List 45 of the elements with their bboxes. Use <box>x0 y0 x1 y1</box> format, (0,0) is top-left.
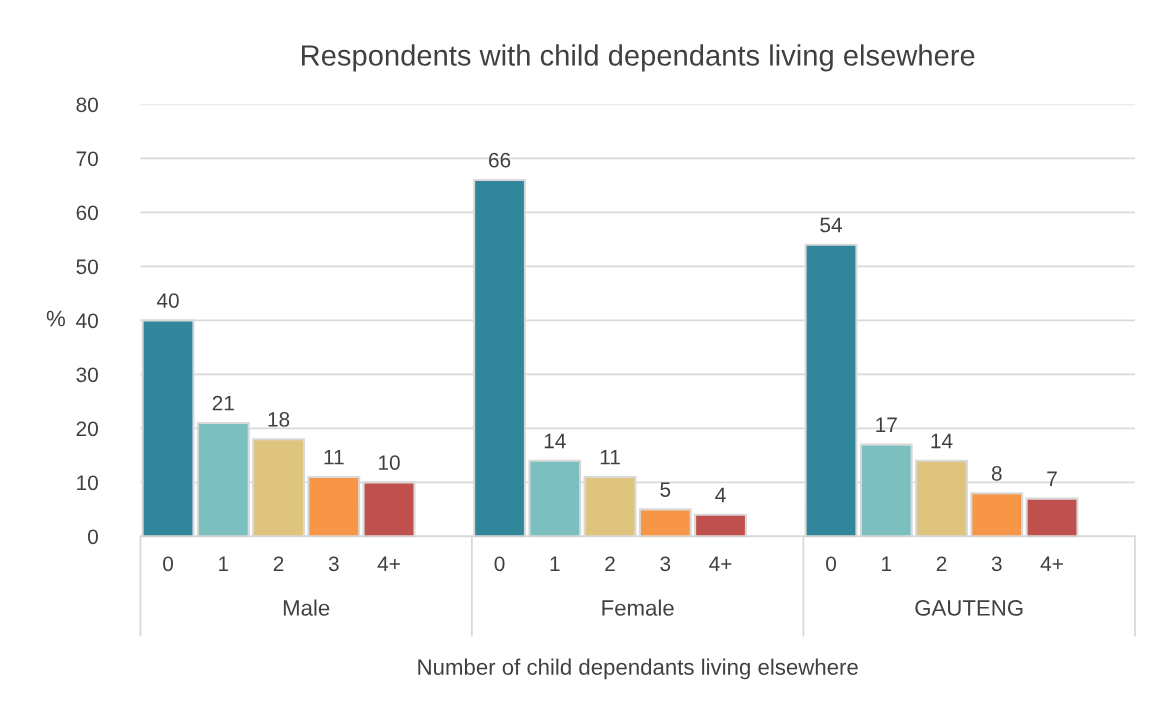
data-label: 40 <box>156 293 179 308</box>
x-axis-title: Number of child dependants living elsewhere <box>418 658 858 680</box>
chart-title: Respondents with child dependants living elsewhere <box>302 44 975 72</box>
data-label: 5 <box>660 482 671 497</box>
data-label: 14 <box>931 433 953 449</box>
y-tick-label: 70 <box>76 151 98 167</box>
x-tick-label: 0 <box>494 556 505 572</box>
x-tick-label: 4+ <box>377 556 400 571</box>
data-label: 14 <box>544 433 566 449</box>
text: GAUTENG <box>915 600 1023 616</box>
data-label: 18 <box>268 412 290 427</box>
y-tick-label: 80 <box>76 97 98 113</box>
x-tick-label: 0 <box>826 556 836 572</box>
x-tick-label: 0 <box>163 556 174 572</box>
x-tick-label: 1 <box>882 556 892 571</box>
data-label: 4 <box>715 487 726 503</box>
x-tick-label: 3 <box>660 556 671 572</box>
x-tick-label: 2 <box>605 556 615 571</box>
x-tick-label: 1 <box>550 556 560 571</box>
data-label: 8 <box>991 466 1002 481</box>
y-tick-label: 60 <box>76 205 98 221</box>
x-tick-label: 3 <box>991 556 1002 572</box>
y-tick-label: 0 <box>87 529 98 545</box>
data-label: 21 <box>212 395 234 411</box>
text: Male <box>283 599 330 616</box>
y-tick-label: 50 <box>76 259 98 275</box>
data-label: 11 <box>324 450 344 465</box>
text: Female <box>602 599 674 616</box>
data-label: 10 <box>379 455 400 470</box>
data-label: 11 <box>600 450 620 465</box>
y-tick-label: 40 <box>76 313 98 329</box>
x-tick-label: 1 <box>219 556 229 571</box>
x-tick-label: 4+ <box>709 556 732 571</box>
x-tick-label: 2 <box>936 556 947 571</box>
data-label: 66 <box>489 152 511 168</box>
y-axis-title: % <box>46 310 65 327</box>
y-tick-label: 20 <box>76 421 98 437</box>
y-tick-label: 30 <box>76 367 98 383</box>
x-tick-label: 2 <box>273 556 284 571</box>
data-label: 17 <box>876 417 897 432</box>
data-label: 7 <box>1047 471 1057 486</box>
y-tick-label: 10 <box>77 475 98 491</box>
data-label: 54 <box>820 217 842 233</box>
x-tick-label: 4+ <box>1040 556 1063 571</box>
x-tick-label: 3 <box>328 556 339 572</box>
